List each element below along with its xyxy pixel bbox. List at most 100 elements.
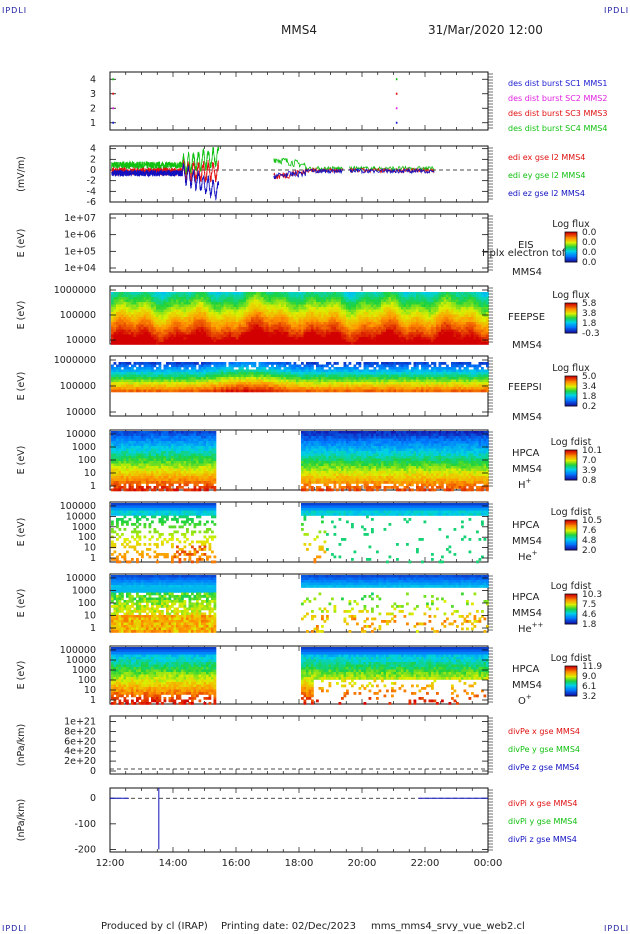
heatmap-cell <box>233 389 237 393</box>
heatmap-cell <box>128 372 132 375</box>
heatmap-cell <box>203 384 207 388</box>
heatmap-cell <box>213 299 217 303</box>
heatmap-cell <box>128 382 132 385</box>
heatmap-cell <box>443 337 447 340</box>
heatmap-cell <box>446 302 449 305</box>
heatmap-cell <box>316 382 319 385</box>
heatmap-cell <box>301 334 304 338</box>
heatmap-cell <box>133 337 137 340</box>
heatmap-cell <box>341 319 344 323</box>
heatmap-cell <box>438 342 442 345</box>
heatmap-cell <box>431 302 434 305</box>
heatmap-cell <box>286 369 289 373</box>
heatmap-cell <box>326 314 329 318</box>
heatmap-cell <box>406 327 409 330</box>
heatmap-cell <box>288 372 292 375</box>
heatmap-cell <box>353 304 357 308</box>
heatmap-cell <box>123 337 127 340</box>
heatmap-cell <box>426 327 429 330</box>
heatmap-cell <box>271 384 274 388</box>
heatmap-cell <box>126 312 129 315</box>
heatmap-cell <box>433 339 437 343</box>
heatmap-cell <box>373 312 377 315</box>
heatmap-cell <box>113 342 117 345</box>
heatmap-cell <box>458 329 462 333</box>
heatmap-cell <box>216 367 219 370</box>
heatmap-cell <box>338 307 342 310</box>
heatmap-cell <box>403 314 407 318</box>
heatmap-cell <box>331 382 334 385</box>
heatmap-cell <box>301 369 304 373</box>
heatmap-cell <box>296 384 299 388</box>
heatmap-cell <box>418 324 422 328</box>
heatmap-cell <box>148 369 152 373</box>
heatmap-cell <box>278 339 282 343</box>
heatmap-cell <box>263 292 267 295</box>
heatmap-cell <box>383 297 387 300</box>
heatmap-cell <box>373 387 377 390</box>
heatmap-cell <box>388 369 392 373</box>
heatmap-cell <box>231 302 234 305</box>
heatmap-cell <box>236 384 239 388</box>
heatmap-cell <box>371 332 374 335</box>
heatmap-cell <box>286 294 289 298</box>
heatmap-cell <box>193 299 197 303</box>
heatmap-cell <box>413 317 417 320</box>
heatmap-cell <box>278 337 282 340</box>
heatmap-cell <box>128 384 132 388</box>
heatmap-cell <box>413 314 417 318</box>
heatmap-cell <box>313 342 317 345</box>
heatmap-cell <box>381 337 384 340</box>
heatmap-cell <box>321 377 324 380</box>
heatmap-cell <box>386 307 389 310</box>
heatmap-cell <box>381 302 384 305</box>
heatmap-cell <box>213 379 217 383</box>
heatmap-cell <box>278 369 282 373</box>
heatmap-cell <box>203 309 207 313</box>
heatmap-cell <box>303 339 307 343</box>
heatmap-cell <box>273 299 277 303</box>
heatmap-cell <box>413 312 417 315</box>
heatmap-cell <box>141 367 144 370</box>
heatmap-cell <box>238 369 242 373</box>
heatmap-cell <box>408 309 412 313</box>
heatmap-cell <box>338 369 342 373</box>
heatmap-cell <box>416 322 419 325</box>
heatmap-cell <box>421 339 424 343</box>
heatmap-cell <box>231 304 234 308</box>
heatmap-cell <box>296 342 299 345</box>
heatmap-cell <box>481 342 484 345</box>
heatmap-cell <box>221 294 224 298</box>
heatmap-cell <box>351 389 354 393</box>
heatmap-cell <box>356 299 359 303</box>
heatmap-cell <box>261 372 264 375</box>
heatmap-cell <box>336 319 339 323</box>
heatmap-cell <box>246 309 249 313</box>
heatmap-cell <box>191 362 194 365</box>
heatmap-cell <box>413 322 417 325</box>
heatmap-cell <box>166 372 169 375</box>
heatmap-cell <box>381 322 384 325</box>
heatmap-cell <box>118 322 122 325</box>
heatmap-cell <box>133 332 137 335</box>
heatmap-cell <box>393 382 397 385</box>
heatmap-cell <box>473 294 477 298</box>
heatmap-cell <box>331 334 334 338</box>
heatmap-cell <box>136 342 139 345</box>
heatmap-cell <box>216 332 219 335</box>
heatmap-cell <box>348 327 352 330</box>
heatmap-cell <box>148 329 152 333</box>
heatmap-cell <box>128 377 132 380</box>
heatmap-cell <box>348 372 352 375</box>
heatmap-cell <box>348 297 352 300</box>
heatmap-cell <box>361 382 364 385</box>
heatmap-cell <box>136 307 139 310</box>
heatmap-cell <box>468 302 472 305</box>
heatmap-cell <box>138 292 142 295</box>
heatmap-cell <box>303 317 307 320</box>
heatmap-cell <box>243 294 247 298</box>
heatmap-cell <box>486 307 489 310</box>
heatmap-cell <box>351 334 354 338</box>
heatmap-cell <box>123 372 127 375</box>
heatmap-cell <box>283 337 287 340</box>
